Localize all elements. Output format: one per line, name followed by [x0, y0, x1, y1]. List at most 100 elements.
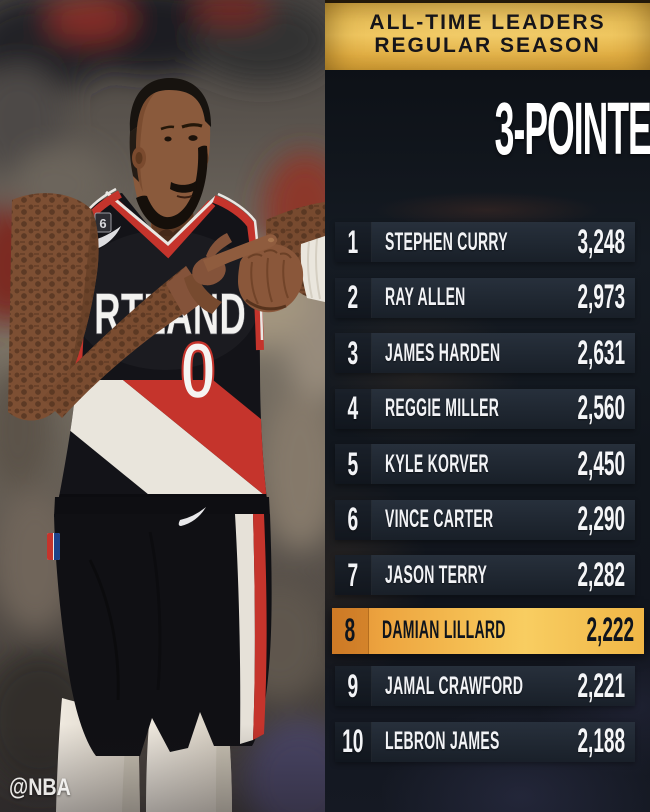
eye	[188, 135, 198, 141]
chest-badge-number: 6	[99, 216, 106, 231]
rank-cell: 10	[335, 721, 372, 762]
value-cell: 2,560	[540, 389, 635, 429]
rank-cell: 2	[335, 277, 372, 318]
hair	[129, 78, 212, 132]
stat-value: 2,282	[577, 555, 625, 594]
rank-number: 7	[347, 556, 359, 593]
player-name: JASON TERRY	[385, 560, 488, 589]
player-cell: KYLE KORVER	[372, 444, 540, 484]
eyebrow	[181, 123, 203, 129]
shorts-stripe-white	[235, 514, 255, 744]
leaderboard-row-8-highlighted: 8 DAMIAN LILLARD 2,222	[332, 607, 644, 654]
rank-number: 4	[347, 390, 359, 426]
rank-cell: 6	[335, 499, 372, 540]
value-cell: 2,188	[540, 722, 635, 762]
jersey-number: 0	[180, 326, 216, 415]
rank-number: 9	[347, 667, 359, 704]
rank-number: 3	[347, 334, 359, 371]
rank-number: 5	[347, 445, 359, 482]
leaderboard-panel: ALL-TIME LEADERS REGULAR SEASON 3-POINTE…	[325, 0, 650, 812]
player-name: JAMAL CRAWFORD	[385, 671, 524, 700]
leaderboard-row-4: 4 REGGIE MILLER 2,560	[335, 388, 635, 429]
player-cell: DAMIAN LILLARD	[369, 608, 549, 654]
panel-header: ALL-TIME LEADERS REGULAR SEASON	[325, 0, 650, 70]
player-cell: VINCE CARTER	[372, 500, 540, 540]
thumb	[206, 233, 232, 261]
player-cell: REGGIE MILLER	[372, 389, 540, 429]
header-line-1: ALL-TIME LEADERS	[369, 11, 606, 34]
leaderboard-list: 1 STEPHEN CURRY 3,248 2 RAY ALLEN 2,973 …	[332, 222, 644, 762]
player-name: KYLE KORVER	[385, 449, 489, 478]
stat-title: 3-POINTERS MADE	[325, 92, 650, 166]
shorts-stripe-red	[253, 514, 267, 740]
player-cell: JASON TERRY	[372, 555, 540, 595]
rank-cell: 8	[332, 607, 369, 654]
rank-number: 2	[347, 279, 359, 315]
nike-swoosh-shorts-icon	[178, 507, 206, 526]
player-name: REGGIE MILLER	[385, 394, 500, 422]
rank-number: 6	[347, 501, 359, 537]
player-name: JAMES HARDEN	[385, 338, 501, 367]
bottom-vignette	[0, 724, 325, 812]
index-finger	[203, 234, 278, 272]
rank-number: 8	[344, 612, 356, 648]
player-photo-illustration: 6 RTLAND 0	[0, 0, 325, 812]
player-shorts	[47, 497, 272, 756]
rank-cell: 9	[335, 666, 372, 706]
mustache	[170, 181, 197, 193]
stat-value: 2,222	[586, 611, 634, 649]
stat-value: 2,221	[577, 666, 625, 705]
player-photo: 6 RTLAND 0	[0, 0, 325, 812]
stat-value: 2,450	[577, 444, 625, 483]
leaderboard-row-3: 3 JAMES HARDEN 2,631	[335, 333, 635, 373]
stat-value: 2,631	[577, 333, 625, 372]
rank-number: 10	[342, 723, 364, 759]
nba-watermark: @NBA	[9, 774, 71, 801]
neckline-trim-white	[105, 190, 218, 247]
leaderboard-row-5: 5 KYLE KORVER 2,450	[335, 444, 635, 484]
player-cell: RAY ALLEN	[372, 278, 540, 318]
leaderboard-row-9: 9 JAMAL CRAWFORD 2,221	[335, 666, 635, 706]
waistband	[54, 497, 270, 517]
leaderboard-row-7: 7 JASON TERRY 2,282	[335, 555, 635, 595]
leaderboard-row-1: 1 STEPHEN CURRY 3,248	[335, 222, 635, 262]
rank-cell: 1	[335, 222, 372, 262]
jersey-sash-red	[123, 380, 268, 508]
stat-value: 2,560	[577, 389, 625, 427]
rank-cell: 5	[335, 444, 372, 484]
value-cell: 2,290	[540, 500, 635, 540]
stat-value: 3,248	[577, 222, 625, 261]
player-left-arm	[238, 202, 325, 313]
value-cell: 2,450	[540, 444, 635, 484]
player-name: DAMIAN LILLARD	[382, 616, 506, 644]
player-cell: LEBRON JAMES	[372, 722, 540, 762]
header-line-2: REGULAR SEASON	[374, 34, 601, 57]
player-cell: JAMAL CRAWFORD	[372, 666, 540, 706]
value-cell: 2,973	[540, 278, 635, 318]
value-cell: 2,222	[549, 608, 644, 654]
leaderboard-row-10: 10 LEBRON JAMES 2,188	[335, 721, 635, 762]
player-name: STEPHEN CURRY	[385, 227, 508, 256]
pointing-hand	[42, 233, 278, 418]
beard	[136, 145, 208, 230]
player-right-arm	[8, 193, 99, 421]
stat-value: 2,188	[577, 722, 625, 760]
player-head	[129, 78, 212, 230]
wristband	[300, 236, 325, 302]
stat-value: 2,973	[577, 278, 625, 316]
jersey-sash-white	[57, 380, 268, 508]
neckline-trim-red	[106, 194, 216, 259]
player-name: RAY ALLEN	[385, 283, 466, 311]
value-cell: 2,221	[540, 666, 635, 706]
player-name: LEBRON JAMES	[385, 727, 500, 755]
folded-fingers	[184, 272, 222, 314]
value-cell: 2,631	[540, 333, 635, 373]
leaderboard-row-2: 2 RAY ALLEN 2,973	[335, 277, 635, 318]
stat-title-text: 3-POINTERS MADE	[494, 87, 650, 170]
value-cell: 3,248	[540, 222, 635, 262]
rank-cell: 3	[335, 333, 372, 373]
rank-number: 1	[347, 223, 359, 260]
value-cell: 2,282	[540, 555, 635, 595]
stat-value: 2,290	[577, 500, 625, 538]
